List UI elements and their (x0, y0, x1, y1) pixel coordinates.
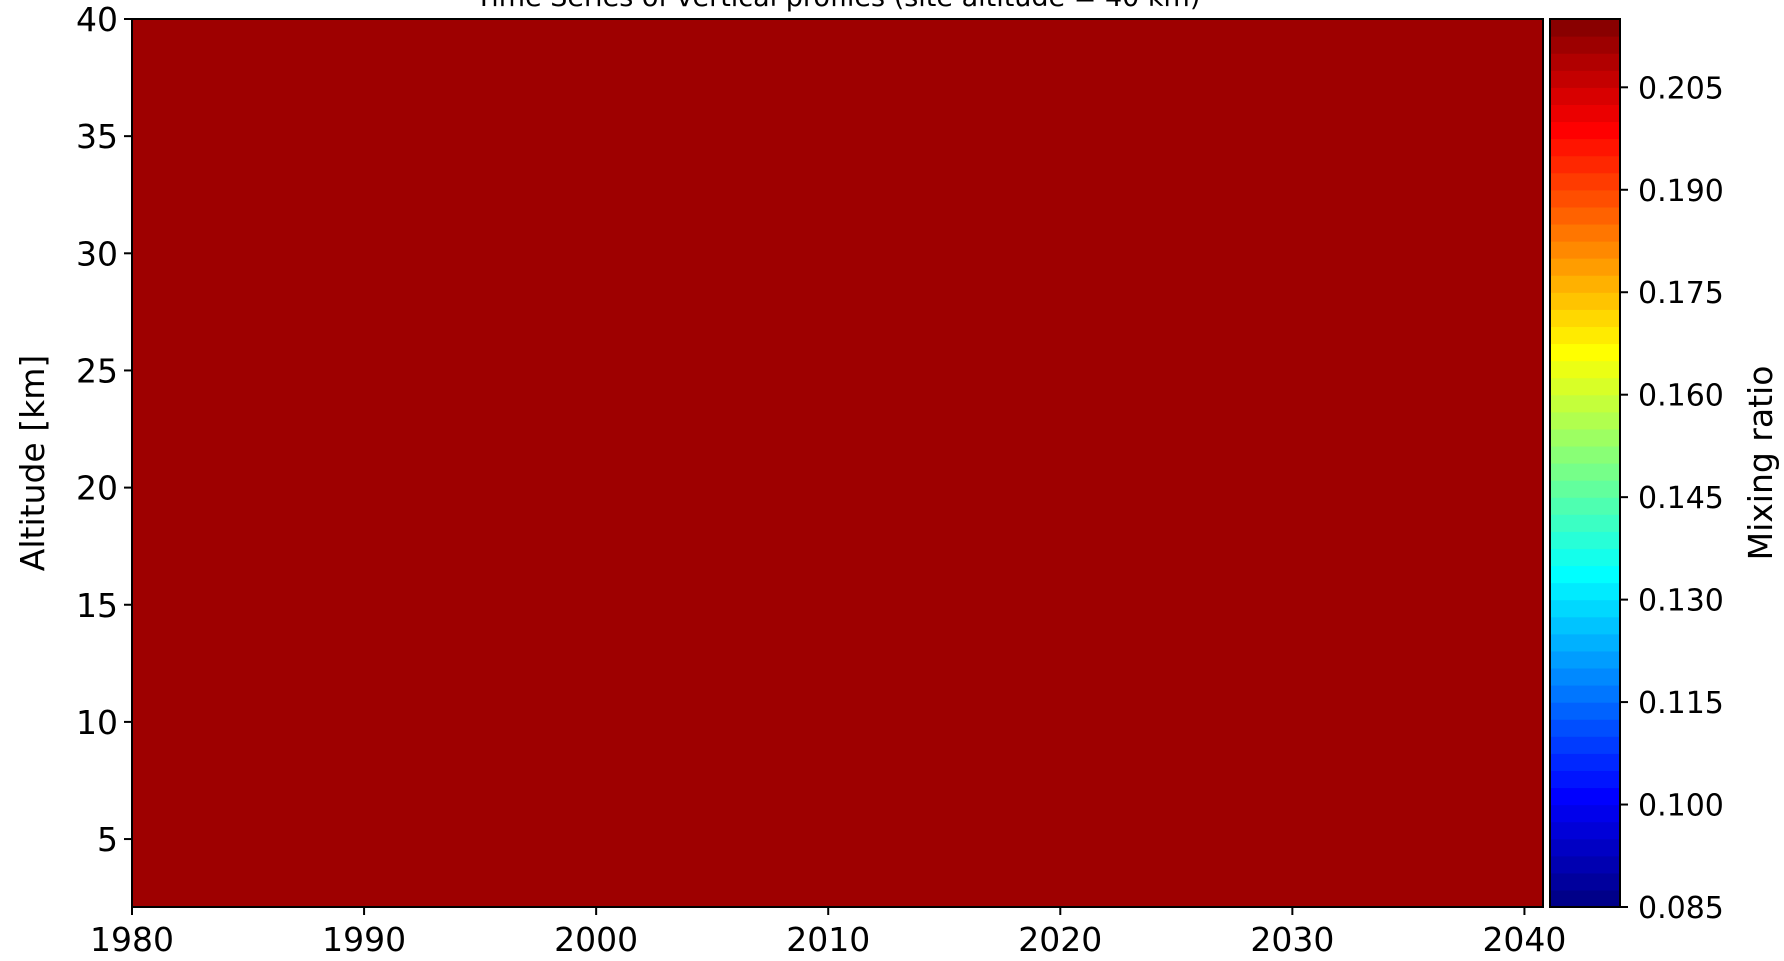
x-tick-label: 2040 (1482, 920, 1566, 959)
colorbar-band (1550, 87, 1620, 105)
colorbar-band (1550, 514, 1620, 532)
colorbar-band (1550, 548, 1620, 567)
x-tick-label: 2030 (1250, 920, 1334, 959)
colorbar-band (1550, 804, 1620, 823)
y-tick-label: 20 (76, 469, 118, 508)
colorbar-band (1550, 855, 1620, 874)
colorbar-band (1550, 599, 1620, 618)
colorbar-band (1550, 121, 1620, 140)
colorbar-tick-label: 0.115 (1638, 686, 1724, 721)
contour-field (132, 19, 1543, 907)
plot-frame (131, 18, 1544, 908)
colorbar-band (1550, 821, 1620, 840)
x-tick-label: 2010 (786, 920, 870, 959)
colorbar-band (1550, 565, 1620, 584)
colorbar-band (1550, 428, 1620, 447)
colorbar-band (1550, 377, 1620, 396)
colorbar-band (1550, 19, 1620, 37)
colorbar-band (1550, 292, 1620, 310)
colorbar-band (1550, 360, 1620, 379)
colorbar-band (1550, 872, 1620, 891)
colorbar-band (1550, 770, 1620, 789)
colorbar-band (1550, 753, 1620, 771)
colorbar-frame (1549, 18, 1621, 908)
colorbar-tick-label: 0.175 (1638, 276, 1724, 311)
y-tick-label: 15 (76, 586, 118, 625)
colorbar-band (1550, 531, 1620, 549)
colorbar-band (1550, 275, 1620, 293)
colorbar-tick-label: 0.160 (1638, 379, 1724, 414)
colorbar-band (1550, 172, 1620, 191)
colorbar-band (1550, 719, 1620, 737)
colorbar-band (1550, 463, 1620, 481)
x-tick-label: 2000 (554, 920, 638, 959)
y-tick-label: 10 (76, 703, 118, 742)
colorbar-band (1550, 206, 1620, 225)
colorbar-band (1550, 582, 1620, 601)
colorbar-band (1550, 223, 1620, 242)
colorbar-band (1550, 53, 1620, 71)
colorbar-band (1550, 497, 1620, 515)
colorbar-band (1550, 685, 1620, 703)
colorbar-band (1550, 633, 1620, 652)
colorbar-band (1550, 394, 1620, 413)
colorbar-tick-label: 0.130 (1638, 584, 1724, 619)
y-tick-label: 35 (76, 117, 118, 156)
y-tick-label: 30 (76, 234, 118, 273)
colorbar-band (1550, 787, 1620, 806)
colorbar-band (1550, 616, 1620, 635)
colorbar-tick-label: 0.190 (1638, 174, 1724, 209)
colorbar-band (1550, 650, 1620, 669)
x-tick-label: 1980 (90, 920, 174, 959)
y-axis-label: Altitude [km] (13, 355, 52, 571)
colorbar-tick-label: 0.205 (1638, 71, 1724, 106)
colorbar-band (1550, 70, 1620, 88)
colorbar-band (1550, 309, 1620, 327)
colorbar-band (1550, 258, 1620, 276)
colorbar-band (1550, 155, 1620, 174)
colorbar-band (1550, 36, 1620, 54)
colorbar-band (1550, 104, 1620, 123)
x-tick-label: 1990 (322, 920, 406, 959)
colorbar-label: Mixing ratio (1741, 366, 1780, 561)
colorbar-band (1550, 838, 1620, 857)
colorbar-band (1550, 326, 1620, 345)
y-tick-label: 25 (76, 351, 118, 390)
x-tick-label: 2020 (1018, 920, 1102, 959)
colorbar-band (1550, 445, 1620, 464)
colorbar-band (1550, 736, 1620, 754)
colorbar-band (1550, 889, 1620, 908)
colorbar-band (1550, 702, 1620, 720)
colorbar-tick-label: 0.085 (1638, 891, 1724, 926)
chart-title: Time Series of vertical profiles (site a… (475, 0, 1201, 13)
colorbar-band (1550, 480, 1620, 498)
colorbar-tick-label: 0.100 (1638, 789, 1724, 824)
colorbar-band (1550, 343, 1620, 362)
y-tick-label: 5 (97, 820, 118, 859)
y-tick-label: 40 (76, 0, 118, 39)
colorbar-band (1550, 241, 1620, 259)
colorbar-band (1550, 189, 1620, 208)
colorbar-band (1550, 667, 1620, 686)
colorbar-band (1550, 138, 1620, 157)
colorbar-band (1550, 411, 1620, 430)
colorbar-tick-label: 0.145 (1638, 481, 1724, 516)
